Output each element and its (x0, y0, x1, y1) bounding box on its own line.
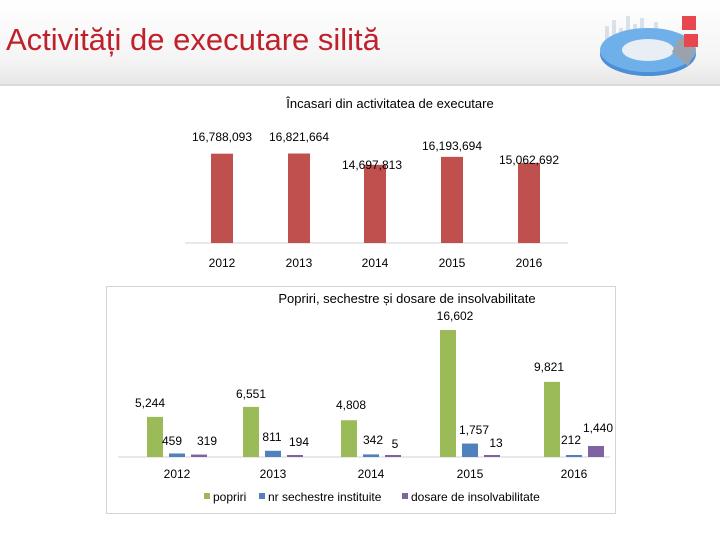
collections-value-label: 15,062,692 (499, 153, 559, 167)
seizures-value-label: 5 (392, 437, 399, 451)
seizures-value-label: 194 (289, 435, 309, 449)
seizures-bar-dosare-de-insolvabilitate (588, 445, 604, 457)
collections-bar (364, 164, 386, 243)
seizures-bar-nr-sechestre-instituite (363, 454, 379, 457)
seizures-tick-label: 2013 (260, 467, 287, 481)
seizures-bar-popriri (147, 416, 163, 457)
seizures-bar-popriri (341, 420, 357, 457)
collections-bar (441, 156, 463, 243)
seizures-value-label: 811 (262, 430, 281, 444)
slide-header (0, 0, 720, 86)
collections-tick-label: 2013 (286, 256, 313, 270)
seizures-value-label: 9,821 (534, 360, 564, 374)
seizures-tick-label: 2014 (358, 467, 385, 481)
seizures-bar-dosare-de-insolvabilitate (287, 455, 303, 457)
seizures-value-label: 459 (162, 434, 182, 448)
collections-bar (518, 162, 540, 243)
seizures-bar-nr-sechestre-instituite (169, 453, 185, 457)
collections-value-label: 14,697,813 (342, 158, 402, 172)
seizures-value-label: 4,808 (336, 398, 366, 412)
seizures-bar-popriri (243, 406, 259, 457)
collections-tick-label: 2015 (439, 256, 466, 270)
seizures-bar-dosare-de-insolvabilitate (191, 454, 207, 457)
collections-value-label: 16,821,664 (269, 130, 329, 144)
collections-tick-label: 2014 (362, 256, 389, 270)
legend-swatch (402, 493, 408, 499)
seizures-value-label: 13 (489, 436, 503, 450)
seizures-value-label: 319 (197, 434, 217, 448)
seizures-bar-popriri (544, 381, 560, 457)
collections-value-label: 16,788,093 (192, 130, 252, 144)
collections-bar (288, 153, 310, 243)
seizures-value-label: 342 (363, 433, 383, 447)
slide-title: Activități de executare silită (6, 22, 380, 57)
seizures-tick-label: 2012 (164, 467, 191, 481)
seizures-value-label: 16,602 (437, 309, 474, 323)
seizures-value-label: 1,757 (459, 423, 489, 437)
legend-label: dosare de insolvabilitate (411, 490, 540, 504)
seizures-chart-title: Popriri, sechestre și dosare de insolvab… (278, 291, 535, 306)
seizures-tick-label: 2016 (561, 467, 588, 481)
seizures-bar-nr-sechestre-instituite (265, 450, 281, 457)
seizures-bar-nr-sechestre-instituite (566, 455, 582, 457)
seizures-value-label: 5,244 (135, 396, 165, 410)
seizures-value-label: 1,440 (583, 421, 613, 435)
seizures-value-label: 212 (561, 433, 581, 447)
collections-bar (211, 153, 233, 243)
seizures-value-label: 6,551 (236, 387, 266, 401)
collections-value-label: 16,193,694 (422, 139, 482, 153)
legend-swatch (204, 493, 210, 499)
collections-tick-label: 2016 (516, 256, 543, 270)
chart-illustration-icon (600, 16, 698, 76)
legend-label: popriri (213, 490, 246, 504)
seizures-bar-dosare-de-insolvabilitate (385, 455, 401, 457)
legend-label: nr sechestre instituite (268, 490, 382, 504)
seizures-bar-dosare-de-insolvabilitate (484, 455, 500, 457)
chart-frame (106, 286, 616, 514)
header-divider (0, 84, 720, 86)
collections-tick-label: 2012 (209, 256, 236, 270)
seizures-bar-nr-sechestre-instituite (462, 443, 478, 457)
seizures-bar-popriri (440, 330, 456, 457)
legend-swatch (259, 493, 265, 499)
seizures-tick-label: 2015 (457, 467, 484, 481)
collections-chart-title: Încasari din activitatea de executare (285, 96, 493, 111)
